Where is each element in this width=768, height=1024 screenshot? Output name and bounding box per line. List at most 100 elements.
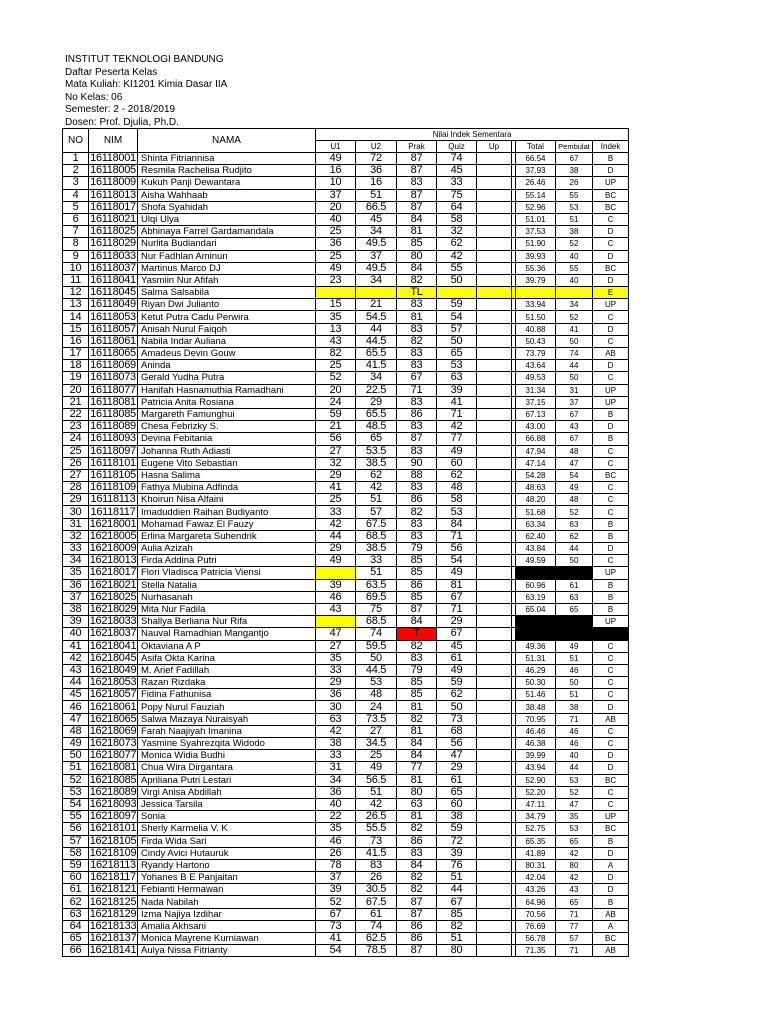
cell-quiz: 74 [436, 151, 477, 166]
header-indek: Indek [591, 140, 630, 153]
cell-indek: BC [591, 773, 630, 787]
cell-no: 21 [62, 395, 89, 409]
table-row: 15 16118057 Anisah Nurul Faiqoh 13 44 83 57 40.… [62, 322, 630, 336]
cell-u2: 69.5 [355, 590, 397, 604]
cell-nama: Amalia Akhsani [137, 919, 316, 934]
table-row: 55 16218097 Sonia 22 26.5 81 38 34.79 35 UP [62, 810, 630, 824]
cell-nim: 16118085 [88, 407, 138, 422]
cell-u1: 54 [315, 944, 356, 958]
cell-prak: 63 [396, 797, 437, 812]
cell-quiz: 42 [436, 249, 477, 263]
cell-quiz: 85 [436, 907, 477, 921]
table-row: 16 16118061 Nabila Indar Auliana 43 44.5 82 50… [62, 334, 630, 349]
cell-pembulat: 41 [555, 322, 593, 336]
cell-indek: C [591, 663, 630, 678]
cell-quiz: 48 [436, 481, 477, 495]
table-row: 9 16118033 Nur Fadhlan Aminun 25 37 80 42 39.93… [62, 249, 630, 263]
cell-no: 3 [62, 176, 89, 190]
cell-no: 60 [62, 871, 89, 885]
cell-nama: Nur Fadhlan Aminun [137, 249, 316, 263]
cell-up [476, 176, 512, 190]
cell-u2: 34 [355, 371, 397, 385]
cell-u1: 52 [315, 895, 356, 909]
cell-u1: 35 [315, 822, 356, 836]
cell-nim: 16118045 [88, 286, 138, 300]
cell-nim: 16218129 [88, 907, 138, 921]
cell-prak: 83 [396, 846, 437, 860]
cell-u1 [315, 286, 356, 300]
cell-indek: C [591, 371, 630, 385]
cell-pembulat: 50 [555, 676, 593, 690]
cell-u2: 65.5 [355, 407, 397, 422]
cell-u1: 38 [315, 736, 356, 751]
cell-indek: BC [591, 200, 630, 214]
table-row: 39 16218033 Shallya Berliana Nur Rifa 68.5 8… [62, 615, 630, 629]
cell-pembulat: 38 [555, 164, 593, 178]
cell-prak: 83 [396, 444, 437, 458]
cell-no: 35 [62, 566, 89, 580]
cell-total: 42.04 [515, 871, 556, 885]
cell-nim: 16118113 [88, 493, 138, 507]
cell-no: 48 [62, 724, 89, 739]
table-row: 37 16218025 Nurhasanah 46 69.5 85 67 63.19 63 B [62, 590, 630, 604]
cell-quiz: 84 [436, 517, 477, 531]
cell-u1: 32 [315, 456, 356, 470]
cell-up [476, 346, 512, 361]
cell-quiz: 51 [436, 871, 477, 885]
cell-u2: 25 [355, 749, 397, 763]
cell-nim: 16218133 [88, 919, 138, 934]
cell-nama: Kukuh Panji Dewantara [137, 176, 316, 190]
cell-total: 55.14 [515, 188, 556, 202]
cell-no: 36 [62, 578, 89, 592]
cell-no: 38 [62, 602, 89, 617]
table-row: 22 16118085 Margareth Famunghui 59 65.5 86 71 6… [62, 407, 630, 422]
cell-u1: 78 [315, 858, 356, 873]
cell-nim: 16218141 [88, 944, 138, 958]
cell-nama: Fidina Fathunisa [137, 688, 316, 702]
cell-total: 51.31 [515, 651, 556, 665]
table-row: 56 16218101 Sherly Karmelia V. K 35 55.5 82 59… [62, 822, 630, 836]
cell-u1: 35 [315, 651, 356, 665]
cell-up [476, 188, 512, 202]
table-row: 48 16218069 Farah Naajiyah Imanina 42 27 81 68… [62, 724, 630, 739]
cell-u1: 41 [315, 481, 356, 495]
cell-u2: 73 [355, 834, 397, 848]
cell-indek: C [591, 505, 630, 519]
cell-indek: UP [591, 566, 630, 580]
cell-up [476, 590, 512, 604]
cell-no: 4 [62, 188, 89, 202]
cell-u1: 33 [315, 663, 356, 678]
table-row: 53 16218089 Virgi Anisa Abdillah 36 51 80 65 52… [62, 785, 630, 799]
cell-nama: Jessica Tarsila [137, 797, 316, 812]
cell-u2: 27 [355, 724, 397, 739]
cell-nim: 16218097 [88, 810, 138, 824]
cell-u2: 50 [355, 651, 397, 665]
cell-nim: 16218041 [88, 639, 138, 653]
cell-nama: Shinta Fitriannisa [137, 151, 316, 166]
cell-nama: Margareth Famunghui [137, 407, 316, 422]
cell-up [476, 822, 512, 836]
cell-quiz: 49 [436, 663, 477, 678]
cell-nim: 16218113 [88, 858, 138, 873]
cell-pembulat: 52 [555, 785, 593, 799]
cell-u2: 41.5 [355, 359, 397, 373]
cell-nim: 16218005 [88, 529, 138, 544]
cell-no: 51 [62, 761, 89, 775]
cell-nama: Yasmine Syahrezqita Widodo [137, 736, 316, 751]
cell-total: 56.78 [515, 931, 556, 946]
cell-quiz: 59 [436, 676, 477, 690]
cell-u2: 51 [355, 566, 397, 580]
cell-u2 [355, 286, 397, 300]
cell-up [476, 895, 512, 909]
cell-up [476, 785, 512, 799]
cell-nim: 16118041 [88, 273, 138, 288]
cell-quiz: 58 [436, 212, 477, 227]
cell-prak: 81 [396, 700, 437, 714]
cell-nama: Aisha Wahhaab [137, 188, 316, 202]
cell-nama: Amadeus Devin Gouw [137, 346, 316, 361]
cell-quiz: 80 [436, 944, 477, 958]
cell-u2: 44.5 [355, 663, 397, 678]
cell-quiz: 75 [436, 188, 477, 202]
cell-nim: 16218009 [88, 541, 138, 556]
cell-indek: C [591, 688, 630, 702]
